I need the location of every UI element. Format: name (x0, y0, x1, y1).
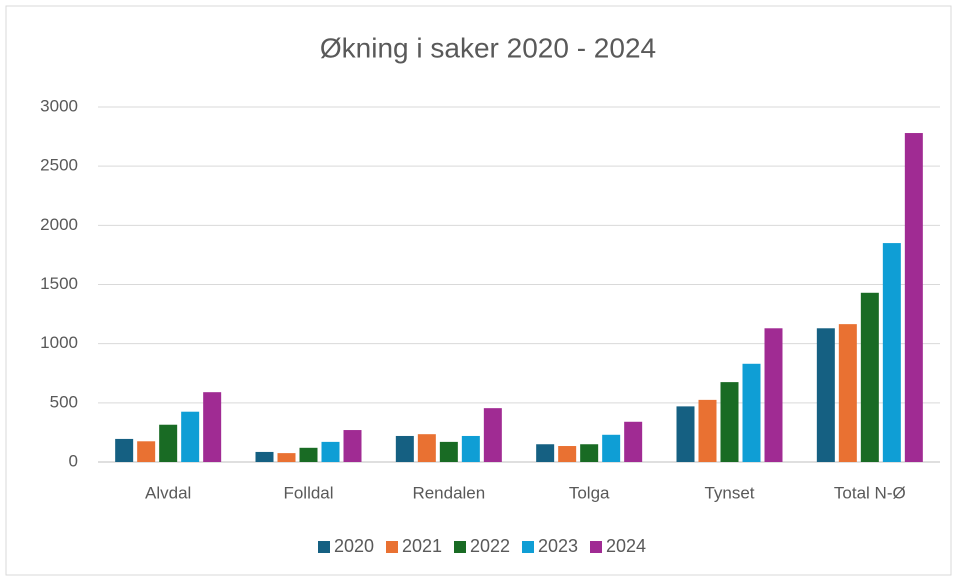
x-tick-label: Alvdal (145, 483, 191, 502)
x-tick-label: Total N-Ø (834, 483, 906, 502)
x-tick-label: Folldal (283, 483, 333, 502)
bar (904, 133, 923, 463)
legend-swatch (318, 541, 330, 553)
bar (720, 382, 739, 462)
bar (439, 441, 458, 462)
bar (395, 435, 414, 462)
bar (159, 424, 178, 462)
bar (742, 363, 761, 462)
bar (676, 406, 695, 462)
bar (181, 411, 200, 462)
y-tick-label: 2500 (40, 156, 78, 175)
bar (580, 444, 599, 462)
legend-swatch (522, 541, 534, 553)
bar (602, 434, 621, 462)
bar (203, 392, 222, 462)
y-tick-label: 500 (50, 392, 78, 411)
legend-swatch (386, 541, 398, 553)
x-tick-label: Tynset (704, 483, 754, 502)
bar (624, 421, 643, 462)
bar (882, 243, 901, 462)
bar (461, 435, 480, 462)
bar (417, 434, 436, 462)
y-tick-label: 2000 (40, 215, 78, 234)
bar (255, 451, 274, 462)
bar (698, 399, 717, 462)
y-tick-label: 0 (69, 451, 78, 470)
y-tick-label: 3000 (40, 96, 78, 115)
bar (483, 408, 502, 462)
bar (536, 444, 555, 462)
bar (137, 441, 156, 462)
bar (764, 328, 783, 462)
legend-label: 2021 (402, 536, 442, 556)
x-tick-label: Tolga (569, 483, 610, 502)
bar (860, 292, 879, 462)
legend-swatch (454, 541, 466, 553)
legend-label: 2024 (606, 536, 646, 556)
legend-label: 2023 (538, 536, 578, 556)
legend-swatch (590, 541, 602, 553)
legend-label: 2022 (470, 536, 510, 556)
x-tick-label: Rendalen (412, 483, 485, 502)
chart-title: Økning i saker 2020 - 2024 (320, 32, 656, 63)
bar (558, 446, 577, 462)
y-tick-label: 1000 (40, 333, 78, 352)
legend-label: 2020 (334, 536, 374, 556)
bar (838, 324, 857, 462)
y-tick-label: 1500 (40, 274, 78, 293)
bar (816, 328, 835, 462)
bar (299, 447, 318, 462)
bar (277, 453, 296, 462)
bar (115, 438, 134, 462)
bar (343, 430, 362, 462)
chart-border (5, 5, 952, 576)
bar (321, 441, 340, 462)
